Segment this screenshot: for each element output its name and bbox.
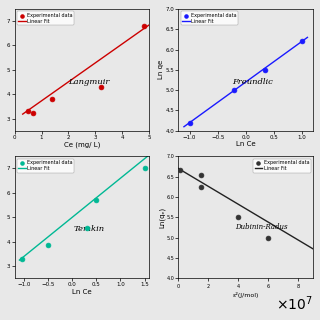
- Point: [266, 235, 271, 240]
- X-axis label: ε²(J/mol): ε²(J/mol): [233, 292, 259, 298]
- X-axis label: Ln Ce: Ln Ce: [236, 141, 255, 147]
- Point: [177, 168, 182, 173]
- Text: Temkin: Temkin: [73, 225, 104, 233]
- Point: [263, 67, 268, 72]
- Point: [187, 120, 192, 125]
- Point: [94, 197, 99, 203]
- Legend: Experimental data, Linear Fit: Experimental data, Linear Fit: [17, 159, 74, 172]
- Y-axis label: Ln(qₑ): Ln(qₑ): [158, 207, 165, 228]
- Point: [141, 23, 147, 28]
- Text: Langmuir: Langmuir: [68, 78, 109, 86]
- Point: [46, 243, 51, 248]
- Point: [98, 84, 103, 90]
- X-axis label: Ln Ce: Ln Ce: [72, 289, 92, 295]
- Text: Dubinin-Radus: Dubinin-Radus: [236, 223, 288, 231]
- X-axis label: Ce (mg/ L): Ce (mg/ L): [64, 141, 100, 148]
- Point: [84, 226, 89, 231]
- Text: Freundlic: Freundlic: [232, 78, 273, 86]
- Point: [236, 215, 241, 220]
- Point: [142, 166, 147, 171]
- Point: [232, 88, 237, 93]
- Point: [198, 184, 203, 189]
- Y-axis label: Ln qe: Ln qe: [158, 60, 164, 79]
- Point: [198, 172, 203, 177]
- Point: [26, 109, 31, 114]
- Point: [299, 39, 304, 44]
- Legend: Experimental data, Linear Fit: Experimental data, Linear Fit: [181, 12, 238, 25]
- Legend: Experimental data, Linear Fit: Experimental data, Linear Fit: [253, 159, 311, 172]
- Point: [31, 110, 36, 115]
- Point: [50, 97, 55, 102]
- Point: [19, 256, 24, 261]
- Legend: Experimental data, Linear Fit: Experimental data, Linear Fit: [17, 12, 74, 25]
